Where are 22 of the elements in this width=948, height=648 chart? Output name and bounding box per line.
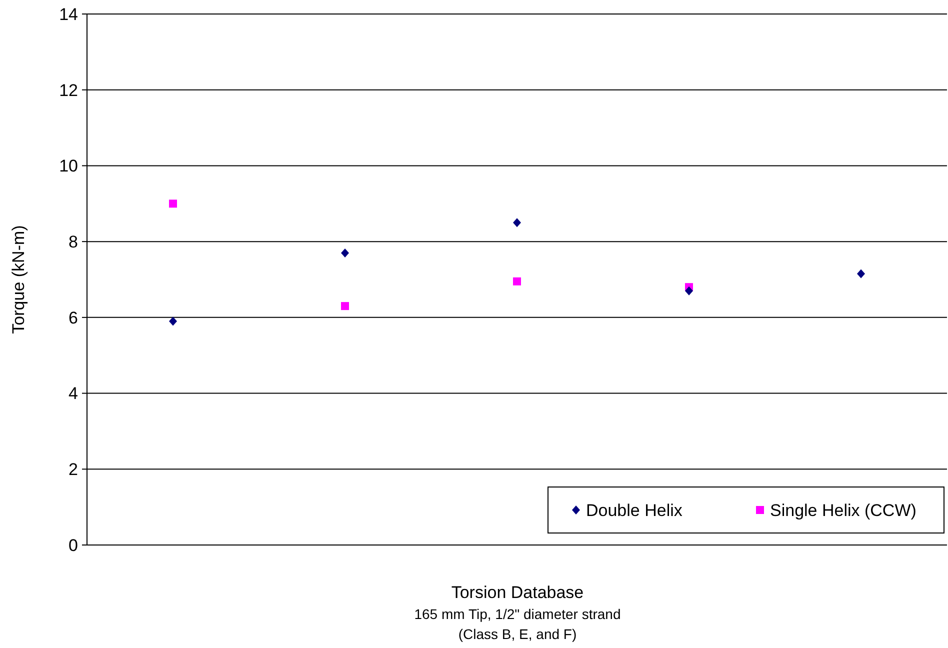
point (341, 302, 349, 310)
legend-label: Single Helix (CCW) (770, 500, 916, 520)
point (513, 277, 521, 286)
y-tick-label: 0 (68, 536, 78, 555)
point (169, 200, 177, 208)
y-tick-label: 4 (68, 384, 78, 404)
y-tick-label: 8 (68, 232, 78, 252)
text: 165 mm Tip, 1/2" diameter strand (414, 606, 621, 622)
y-tick-label: 10 (59, 156, 78, 176)
text: (Class B, E, and F) (458, 626, 577, 642)
y-tick-label: 6 (68, 308, 78, 328)
y-tick-label: 14 (59, 4, 78, 24)
legend-label: Double Helix (586, 500, 683, 520)
point (857, 269, 865, 278)
y-axis-title: Torque (kN-m) (9, 225, 28, 334)
point (685, 286, 693, 296)
point (341, 248, 349, 258)
x-axis-title: Torsion Database (451, 583, 584, 602)
y-tick-label: 12 (59, 80, 78, 100)
point (169, 316, 177, 326)
point (513, 218, 521, 228)
y-tick-label: 2 (68, 460, 78, 480)
